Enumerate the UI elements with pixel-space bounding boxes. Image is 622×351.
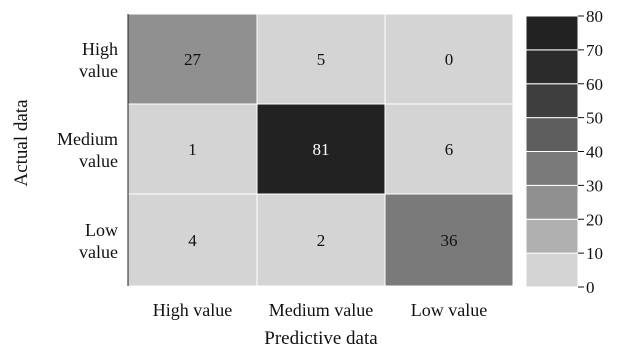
cell-value-label: 4: [188, 231, 197, 250]
colorbar-segment: [525, 151, 579, 186]
colorbar-segment: [525, 218, 579, 254]
heatmap-cell: [256, 193, 386, 287]
heatmap-cell: [127, 103, 258, 195]
colorbar-segment: [525, 15, 579, 51]
cell-value-label: 27: [184, 50, 202, 69]
colorbar-tick-label: 70: [586, 41, 603, 60]
x-tick-label: Medium value: [269, 300, 373, 320]
cell-value-label: 36: [441, 231, 458, 250]
colorbar-tick-label: 80: [586, 7, 603, 26]
colorbar-tick-label: 10: [586, 244, 603, 263]
x-tick-label: Low value: [411, 300, 487, 320]
colorbar-segment: [525, 184, 579, 220]
x-tick-labels: High value Medium value Low value: [153, 300, 487, 320]
cell-value-label: 81: [313, 140, 330, 159]
cell-value-label: 6: [445, 140, 454, 159]
colorbar-tick-label: 0: [586, 278, 595, 297]
heatmap-cell: [384, 193, 514, 287]
y-axis-label: Actual data: [11, 99, 32, 187]
x-axis-label: Predictive data: [264, 328, 378, 349]
cell-value-label: 5: [317, 50, 326, 69]
y-tick-label: Low value: [79, 220, 118, 262]
colorbar-tick-label: 60: [586, 75, 603, 94]
heatmap-cell: [384, 13, 514, 105]
colorbar-segment: [525, 117, 579, 152]
colorbar-segment: [525, 83, 579, 119]
heatmap-cell: [256, 103, 386, 195]
colorbar-segment: [525, 252, 579, 288]
heatmap-cell: [127, 13, 258, 105]
heatmap-cell: [127, 193, 258, 287]
heatmap-cells: [127, 13, 514, 287]
y-tick-label: Medium value: [57, 129, 118, 171]
y-tick-label: High value: [79, 39, 118, 81]
colorbar-tick-label: 50: [586, 109, 603, 128]
colorbar-segment: [525, 49, 579, 85]
x-tick-label: High value: [153, 300, 232, 320]
y-tick-labels: High value Medium value Low value: [57, 39, 118, 262]
colorbar: [525, 15, 579, 288]
cell-value-label: 1: [188, 140, 197, 159]
cell-value-label: 2: [317, 231, 326, 250]
colorbar-tick-label: 30: [586, 176, 603, 195]
colorbar-tick-labels: 0 10 20 30 40 50 60 70 80: [578, 7, 603, 297]
heatmap-cell: [256, 13, 386, 105]
cell-value-label: 0: [445, 50, 454, 69]
colorbar-tick-label: 40: [586, 143, 603, 162]
colorbar-tick-label: 20: [586, 210, 603, 229]
heatmap-cell-labels: 27 5 0 1 81 6 4 2 36: [184, 50, 458, 250]
heatmap-cell: [384, 103, 514, 195]
